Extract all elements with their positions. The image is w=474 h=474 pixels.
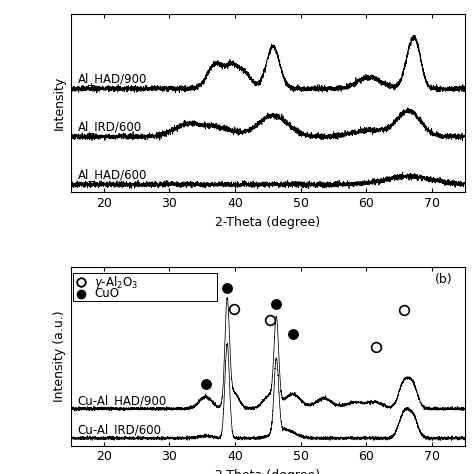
X-axis label: 2-Theta (degree): 2-Theta (degree) (215, 216, 320, 229)
Text: CuO: CuO (94, 287, 119, 301)
X-axis label: 2-Theta (degree): 2-Theta (degree) (215, 469, 320, 474)
Text: $\gamma$-Al$_2$O$_3$: $\gamma$-Al$_2$O$_3$ (94, 273, 138, 291)
Text: $\gamma$-Al$_2$O$_3$: $\gamma$-Al$_2$O$_3$ (94, 273, 138, 291)
Text: CuO: CuO (94, 287, 119, 301)
Y-axis label: Intensity (a.u.): Intensity (a.u.) (53, 310, 65, 402)
Bar (73, 273, 217, 301)
Text: (b): (b) (435, 273, 453, 286)
Y-axis label: Intensity: Intensity (53, 76, 65, 130)
Text: Al_HAD/600: Al_HAD/600 (78, 168, 147, 181)
Text: Al_HAD/900: Al_HAD/900 (78, 73, 147, 85)
Text: Cu-Al_HAD/900: Cu-Al_HAD/900 (78, 394, 167, 407)
Text: Al_IRD/600: Al_IRD/600 (78, 120, 142, 133)
Text: Cu-Al_IRD/600: Cu-Al_IRD/600 (78, 423, 162, 437)
